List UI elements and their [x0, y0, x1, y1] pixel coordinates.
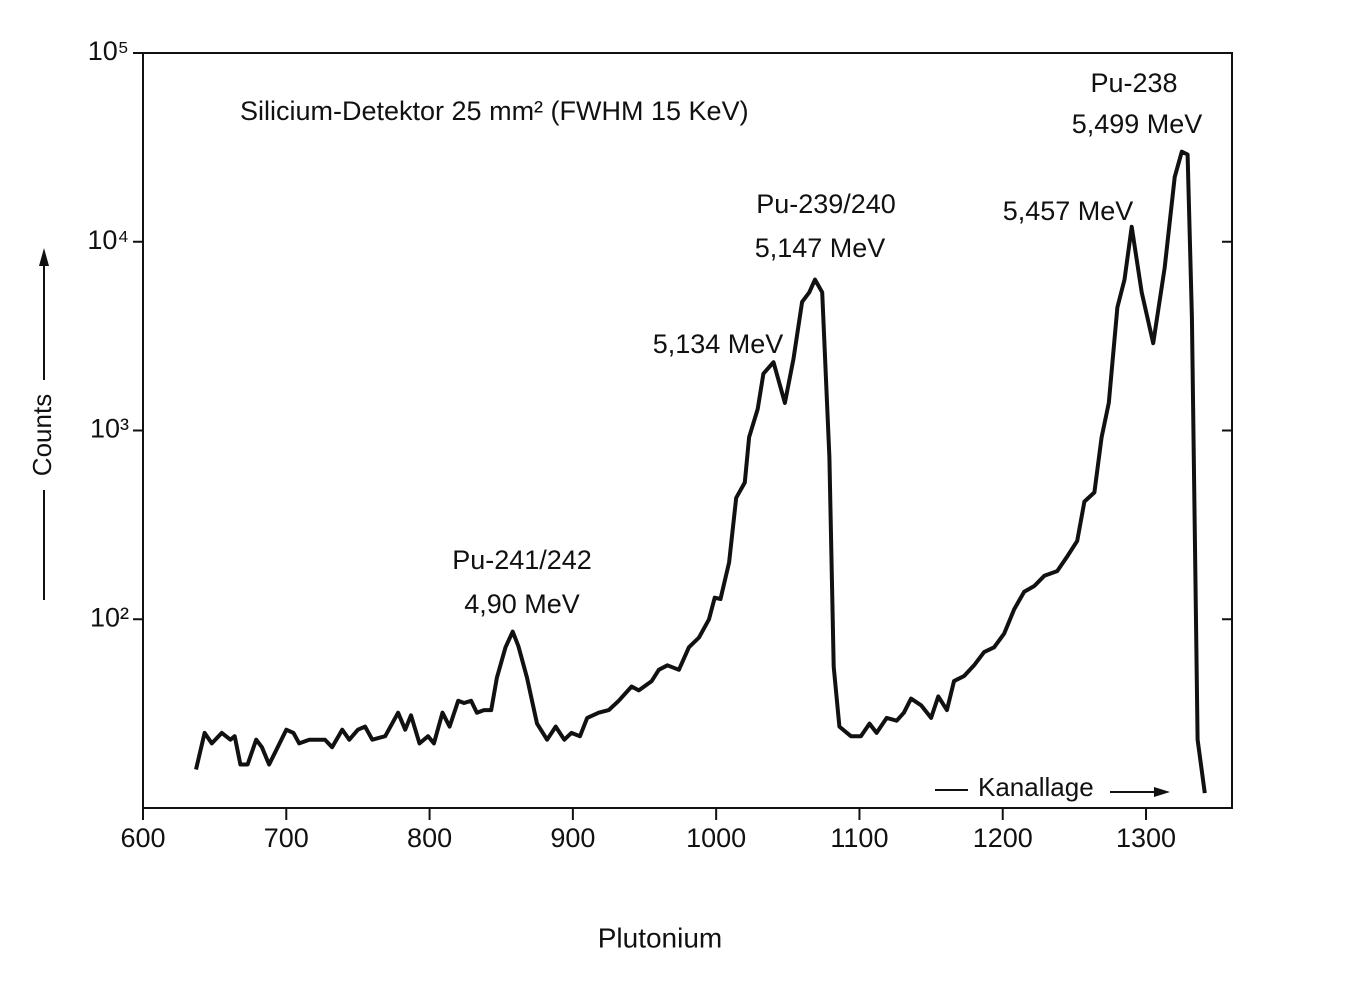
chart-title: Silicium-Detektor 25 mm² (FWHM 15 KeV)	[240, 96, 749, 126]
x-tick-label: 700	[264, 823, 309, 853]
y-axis-label: Counts	[27, 394, 57, 476]
annotation: 5,147 MeV	[755, 233, 886, 263]
arrow-head	[1154, 787, 1170, 797]
annotation: 4,90 MeV	[464, 589, 580, 619]
x-tick-label: 1000	[686, 823, 746, 853]
x-tick-label: 1100	[830, 823, 888, 853]
x-tick-label: 1300	[1116, 823, 1176, 853]
annotation: Pu-238	[1090, 68, 1177, 98]
x-tick-label: 1200	[973, 823, 1033, 853]
x-tick-label: 600	[120, 823, 165, 853]
annotation: 5,134 MeV	[653, 329, 784, 359]
x-tick-label: 800	[407, 823, 452, 853]
annotation: 5,457 MeV	[1003, 196, 1134, 226]
annotation: Pu-239/240	[756, 189, 896, 219]
plot-frame	[142, 52, 1233, 809]
y-tick-label: 10⁴	[87, 225, 129, 255]
x-axis-label: Kanallage	[978, 772, 1094, 802]
arrow-head	[39, 248, 49, 266]
annotation: 5,499 MeV	[1072, 109, 1203, 139]
y-tick-label: 10⁵	[88, 36, 129, 66]
y-tick-label: 10²	[90, 602, 129, 632]
annotation: Pu-241/242	[452, 545, 592, 575]
data-line	[194, 149, 1207, 794]
caption: Plutonium	[598, 922, 723, 953]
y-tick-label: 10³	[90, 414, 129, 444]
x-tick-label: 900	[550, 823, 595, 853]
